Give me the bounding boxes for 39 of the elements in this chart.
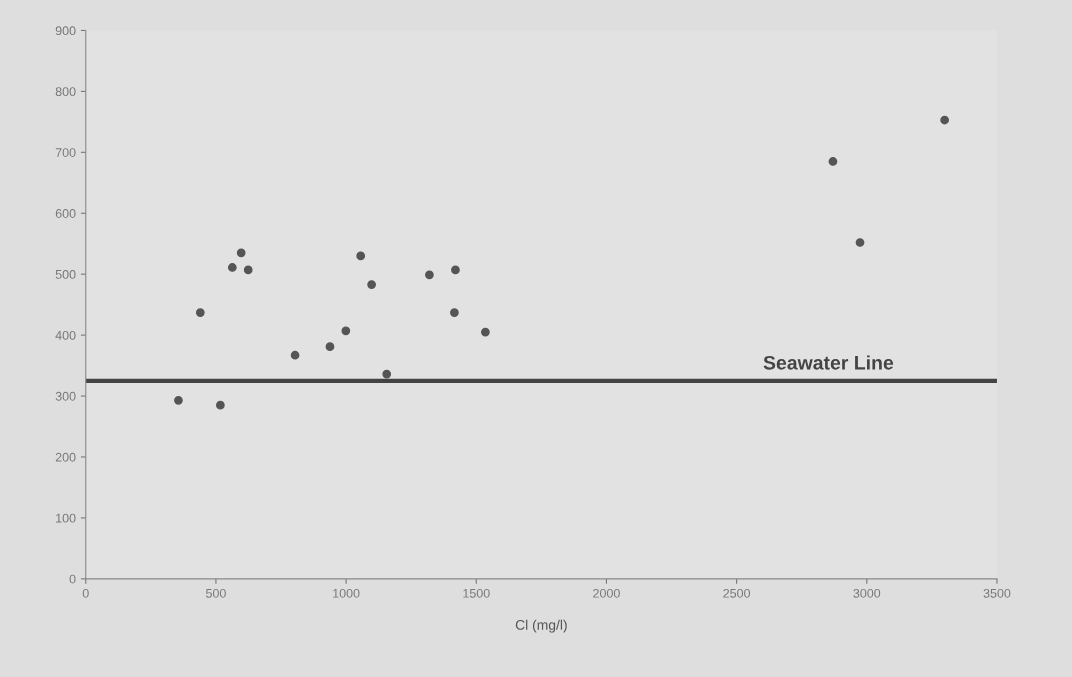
- point: [367, 280, 376, 289]
- x-axis-title: Cl (mg/l): [515, 619, 567, 633]
- y-tick-label: 300: [55, 391, 76, 401]
- point: [341, 326, 351, 336]
- point: [828, 157, 838, 166]
- point: [940, 115, 950, 125]
- x-tick-label: 1000: [333, 588, 360, 598]
- point: [425, 270, 434, 280]
- y-tick-label: 200: [55, 452, 76, 462]
- y-tick-label: 900: [55, 26, 76, 36]
- x-tick-label: 3000: [853, 588, 881, 598]
- point: [481, 327, 490, 337]
- y-tick-label: 800: [55, 87, 76, 97]
- point: [325, 342, 335, 352]
- point: [855, 238, 865, 247]
- point: [290, 350, 300, 360]
- point: [382, 369, 392, 379]
- y-tick-label: 600: [55, 209, 76, 218]
- y-tick-label: 400: [55, 330, 76, 340]
- point: [215, 400, 225, 410]
- point: [243, 265, 253, 275]
- x-tick-label: 0: [82, 588, 89, 598]
- point: [227, 263, 237, 272]
- point: [451, 265, 460, 275]
- point: [174, 395, 183, 405]
- y-tick-label: 500: [55, 269, 76, 279]
- y-tick-label: 700: [55, 148, 76, 157]
- y-tick-label: 0: [69, 574, 76, 584]
- point: [356, 251, 366, 261]
- point: [236, 248, 246, 258]
- x-tick-label: 2000: [593, 588, 620, 598]
- x-tick-label: 500: [206, 588, 226, 598]
- point: [450, 308, 459, 317]
- x-tick-label: 2500: [723, 588, 751, 598]
- y-tick-label: 100: [56, 513, 76, 523]
- point: [195, 308, 205, 317]
- ref-line-label: Seawater Line: [763, 355, 894, 370]
- x-tick-label: 3500: [983, 588, 1011, 598]
- x-tick-label: 1500: [463, 588, 490, 598]
